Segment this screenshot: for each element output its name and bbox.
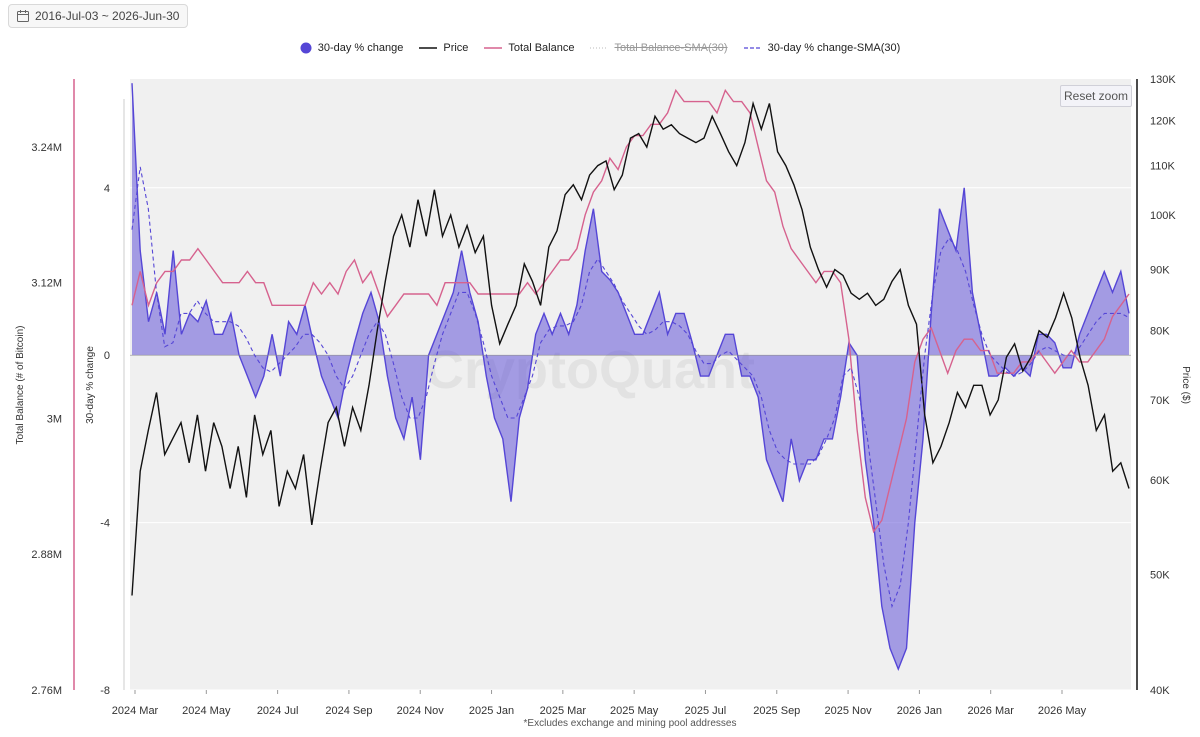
x-tick-label: 2026 Jan (897, 705, 942, 717)
legend-swatch-pct (300, 42, 312, 54)
legend-swatch-price (419, 47, 438, 49)
reset-zoom-button[interactable]: Reset zoom (1060, 85, 1132, 107)
price-tick-label: 70K (1150, 395, 1170, 407)
legend-item-pct[interactable]: 30-day % change (300, 42, 404, 54)
x-tick-label: 2025 Jul (685, 705, 727, 717)
price-tick-label: 50K (1150, 569, 1170, 581)
price-tick-label: 120K (1150, 115, 1176, 127)
chart-legend: 30-day % change Price Total Balance Total B… (0, 42, 1200, 54)
legend-item-balance[interactable]: Total Balance (484, 42, 574, 54)
pct-change-sma-line (131, 166, 1130, 609)
x-tick-label: 2024 Jul (257, 705, 299, 717)
date-range-picker[interactable]: 2016-Jul-03 ~ 2026-Jun-30 (8, 4, 189, 28)
price-tick-label: 80K (1150, 326, 1170, 338)
price-tick-label: 110K (1150, 161, 1176, 173)
x-tick-label: 2025 Jan (469, 705, 514, 717)
x-tick-label: 2025 Sep (753, 705, 800, 717)
price-tick-label: 90K (1150, 265, 1170, 277)
balance-tick-label: 2.88M (31, 549, 62, 561)
legend-swatch-pct_sma (743, 47, 762, 49)
x-tick-label: 2025 Mar (540, 705, 587, 717)
x-tick-label: 2026 Mar (967, 705, 1014, 717)
legend-item-pct_sma[interactable]: 30-day % change-SMA(30) (743, 42, 901, 54)
balance-tick-label: 3M (47, 413, 62, 425)
pct-axis-title: 30-day % change (85, 346, 96, 424)
date-range-text: 2016-Jul-03 ~ 2026-Jun-30 (35, 9, 180, 23)
legend-item-balance_sma[interactable]: Total Balance-SMA(30) (590, 42, 728, 54)
x-tick-label: 2025 Nov (825, 705, 873, 717)
x-tick-label: 2024 Nov (397, 705, 445, 717)
legend-label-pct: 30-day % change (317, 42, 404, 54)
calendar-icon (17, 10, 29, 22)
x-tick-label: 2024 Sep (325, 705, 372, 717)
legend-swatch-balance (484, 47, 503, 49)
legend-swatch-balance_sma (590, 47, 609, 49)
x-tick-label: 2024 Mar (112, 705, 159, 717)
chart-footnote: *Excludes exchange and mining pool addre… (523, 718, 737, 729)
balance-tick-label: 2.76M (31, 685, 62, 697)
legend-label-balance: Total Balance (508, 42, 575, 54)
x-tick-label: 2024 May (182, 705, 231, 717)
balance-tick-label: 3.12M (31, 278, 62, 290)
pct-tick-label: -4 (100, 518, 110, 530)
price-tick-label: 60K (1150, 475, 1170, 487)
balance-axis-title: Total Balance (# of Bitcoin) (15, 326, 26, 445)
balance-tick-label: 3.24M (31, 142, 62, 154)
x-tick-label: 2026 May (1038, 705, 1087, 717)
plot-background (130, 79, 1131, 690)
x-tick-label: 2025 May (610, 705, 659, 717)
price-line (131, 100, 1130, 596)
price-axis-title: Price ($) (1180, 366, 1191, 404)
price-tick-label: 100K (1150, 210, 1176, 222)
pct-tick-label: 4 (104, 183, 110, 195)
legend-label-pct_sma: 30-day % change-SMA(30) (767, 42, 901, 54)
price-tick-label: 40K (1150, 685, 1170, 697)
pct-tick-label: -8 (100, 685, 110, 697)
legend-label-price: Price (443, 42, 469, 54)
legend-item-price[interactable]: Price (419, 42, 468, 54)
pct-tick-label: 0 (104, 350, 110, 362)
legend-label-balance_sma: Total Balance-SMA(30) (614, 42, 728, 54)
pct-change-line (131, 83, 1130, 672)
price-tick-label: 130K (1150, 74, 1176, 86)
